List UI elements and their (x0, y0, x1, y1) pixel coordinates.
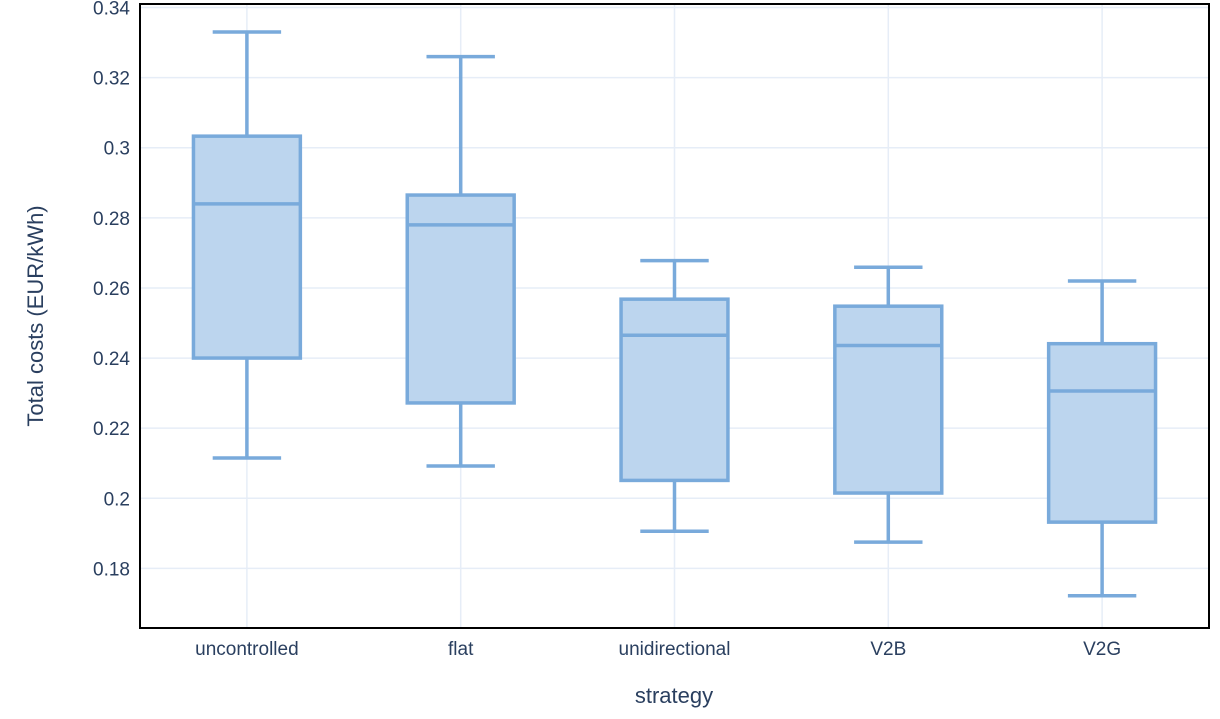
x-tick-label: V2B (870, 639, 906, 660)
x-tick-label: V2G (1083, 639, 1121, 660)
y-tick-label: 0.26 (93, 279, 130, 300)
box-unidirectional (619, 258, 730, 533)
x-tick-labels: uncontrolled flat unidirectional V2B V2G (195, 639, 1121, 660)
x-tick-label: uncontrolled (195, 639, 299, 660)
y-tick-label: 0.2 (104, 489, 130, 510)
y-axis-title: Total costs (EUR/kWh) (23, 205, 48, 426)
y-tick-label: 0.22 (93, 419, 130, 440)
x-tick-label: flat (448, 639, 474, 660)
iqr-box (405, 193, 516, 405)
box-uncontrolled (191, 30, 303, 460)
y-tick-label: 0.34 (93, 0, 130, 20)
iqr-box (833, 304, 944, 495)
y-tick-label: 0.18 (93, 559, 130, 580)
y-tick-label: 0.32 (93, 69, 130, 90)
y-tick-label: 0.3 (104, 139, 130, 160)
box-V2B (833, 265, 944, 544)
y-tick-labels: 0.18 0.2 0.22 0.24 0.26 0.28 0.3 0.32 0.34 (93, 0, 130, 580)
x-axis-title: strategy (635, 683, 713, 708)
box-V2G (1046, 279, 1158, 598)
iqr-box (191, 134, 303, 360)
x-tick-label: unidirectional (619, 639, 731, 660)
plot-frame (139, 3, 1210, 629)
y-tick-label: 0.28 (93, 209, 130, 230)
y-tick-label: 0.24 (93, 349, 130, 370)
box-flat (405, 54, 516, 468)
box-series (191, 30, 1158, 598)
iqr-box (619, 297, 730, 483)
iqr-box (1046, 341, 1158, 524)
